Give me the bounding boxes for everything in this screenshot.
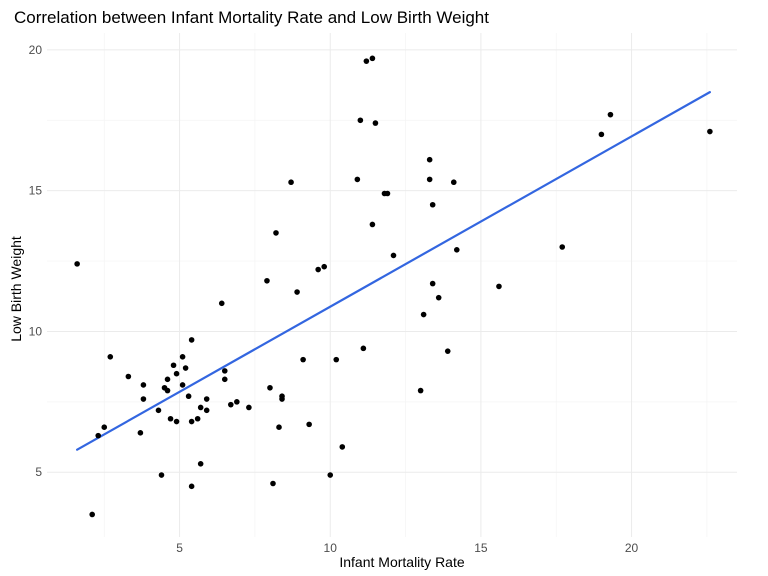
y-tick-label: 5 <box>35 465 42 479</box>
data-point <box>360 345 367 352</box>
x-axis-ticks: 5 10 15 20 <box>176 541 638 555</box>
data-point <box>707 128 713 135</box>
y-tick-label: 20 <box>29 43 43 57</box>
data-point <box>315 266 321 273</box>
data-point <box>429 280 436 287</box>
data-point <box>188 418 195 425</box>
data-point <box>294 289 300 295</box>
data-point <box>140 382 147 388</box>
data-point <box>164 387 171 394</box>
data-point <box>384 190 391 197</box>
data-point <box>197 460 204 467</box>
data-point <box>173 370 180 377</box>
data-points <box>74 55 713 518</box>
data-point <box>155 407 162 414</box>
data-point <box>369 221 376 228</box>
y-axis-ticks: 5 10 15 20 <box>29 43 43 479</box>
data-point <box>95 432 102 439</box>
data-point <box>246 404 252 411</box>
data-point <box>203 407 210 414</box>
data-point <box>429 201 436 208</box>
minor-gridlines <box>47 33 737 537</box>
data-point <box>339 444 346 450</box>
data-point <box>598 131 605 138</box>
data-point <box>300 356 306 363</box>
data-point <box>194 415 201 422</box>
data-point <box>164 376 171 383</box>
data-point <box>426 156 433 163</box>
x-tick-label: 15 <box>474 541 488 555</box>
trend-line <box>76 91 711 451</box>
data-point <box>363 58 370 64</box>
data-point <box>234 399 240 405</box>
data-point <box>101 424 108 430</box>
data-point <box>306 421 312 428</box>
data-point <box>197 404 204 411</box>
data-point <box>279 396 285 402</box>
data-point <box>559 244 566 250</box>
data-point <box>182 365 189 371</box>
data-point <box>496 283 502 290</box>
data-point <box>420 311 427 318</box>
data-point <box>158 472 165 478</box>
data-point <box>450 179 457 186</box>
data-point <box>221 376 228 383</box>
data-point <box>417 387 424 394</box>
data-point <box>107 353 114 360</box>
data-point <box>188 337 195 343</box>
data-point <box>185 393 192 400</box>
x-tick-label: 10 <box>324 541 338 555</box>
data-point <box>227 401 234 408</box>
y-tick-label: 10 <box>29 324 43 338</box>
data-point <box>444 348 451 354</box>
data-point <box>321 263 328 270</box>
data-point <box>221 368 228 374</box>
y-tick-label: 15 <box>29 184 43 198</box>
y-axis-label: Low Birth Weight <box>8 236 24 342</box>
chart-title: Correlation between Infant Mortality Rat… <box>14 8 489 27</box>
major-gridlines <box>47 33 737 537</box>
data-point <box>179 382 186 388</box>
data-point <box>453 247 460 253</box>
data-point <box>264 277 270 284</box>
data-point <box>276 424 282 430</box>
data-point <box>267 384 273 391</box>
data-point <box>390 252 397 259</box>
data-point <box>354 176 361 183</box>
x-axis-label: Infant Mortality Rate <box>339 554 464 570</box>
data-point <box>137 430 144 436</box>
data-point <box>74 261 80 267</box>
data-point <box>333 356 340 363</box>
data-point <box>167 415 174 422</box>
x-tick-label: 5 <box>176 541 183 555</box>
data-point <box>288 179 294 186</box>
data-point <box>218 300 225 307</box>
data-point <box>327 472 334 478</box>
data-point <box>369 55 376 62</box>
data-point <box>273 230 279 236</box>
trend-line-group <box>76 91 711 451</box>
data-point <box>170 362 177 369</box>
data-point <box>607 111 614 118</box>
data-point <box>357 117 364 124</box>
data-point <box>89 511 95 518</box>
data-point <box>188 483 195 490</box>
x-tick-label: 20 <box>625 541 639 555</box>
data-point <box>435 294 442 301</box>
data-point <box>173 418 180 425</box>
data-point <box>270 480 276 487</box>
data-point <box>426 176 433 183</box>
data-point <box>140 396 147 402</box>
data-point <box>372 120 379 126</box>
data-point <box>125 373 132 380</box>
data-point <box>203 396 210 402</box>
data-point <box>179 353 186 360</box>
